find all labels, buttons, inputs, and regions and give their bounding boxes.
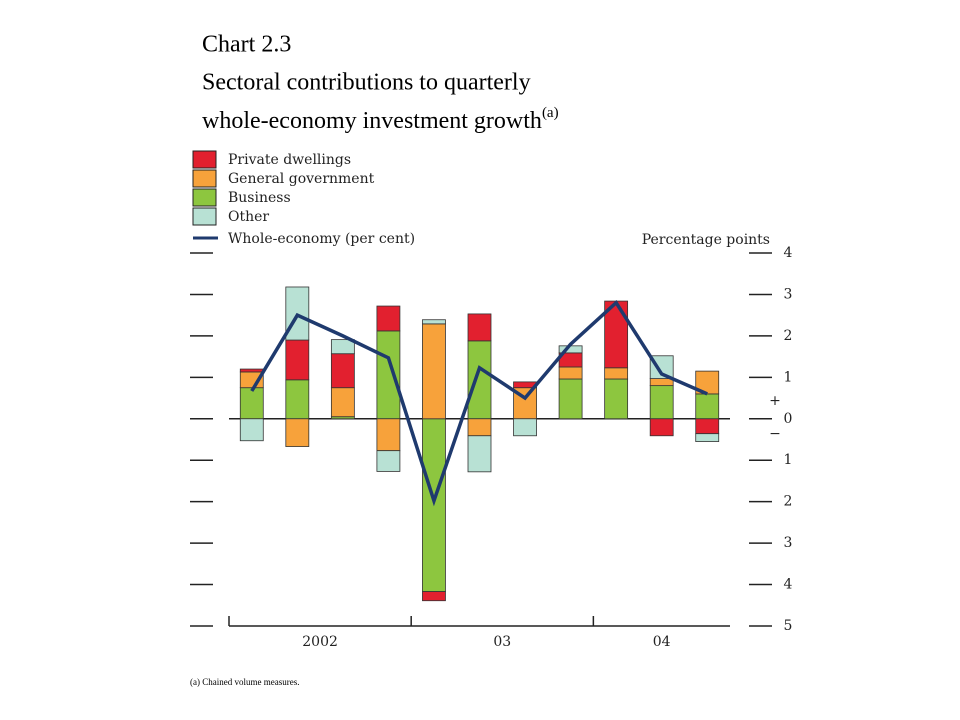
legend-label: Private dwellings <box>228 152 351 168</box>
bar-segment <box>330 339 355 355</box>
bar-segment <box>695 418 720 435</box>
bar-segment <box>376 305 401 332</box>
chart-title: Chart 2.3 <box>202 32 291 58</box>
bar-segment <box>239 368 264 373</box>
legend-swatch <box>192 150 217 169</box>
legend-swatch <box>192 169 217 188</box>
y-tick-label: 1 <box>784 369 793 385</box>
bar-segment <box>649 385 674 420</box>
x-group-label: 2002 <box>302 634 338 650</box>
title-note: (a) <box>542 105 559 121</box>
x-group-label: 03 <box>493 634 511 650</box>
y-axis-label: Percentage points <box>642 232 770 248</box>
chart-subtitle: whole-economy investment growth(a) <box>202 105 559 133</box>
bar-segment <box>558 366 583 380</box>
y-tick-label: 0 <box>784 411 793 427</box>
bar-segment <box>649 355 674 379</box>
legend-label: Whole-economy (per cent) <box>228 231 415 247</box>
bar-segment <box>330 353 355 389</box>
legend-swatch <box>192 207 217 226</box>
y-tick-label: 1 <box>784 452 793 468</box>
bar-segment <box>467 313 492 342</box>
bar-segment <box>330 387 355 418</box>
legend-label: General government <box>228 171 375 187</box>
bar-segment <box>422 319 446 325</box>
bar-segment <box>649 378 674 387</box>
legend-label: Business <box>228 190 291 206</box>
bar-segment <box>239 418 264 442</box>
bar-segment <box>467 418 492 437</box>
y-tick-label: 2 <box>784 494 793 510</box>
bar-segment <box>376 450 401 472</box>
subtitle-text: whole-economy investment growth <box>202 108 542 134</box>
bar-segment <box>285 379 310 420</box>
sign-label: + <box>769 393 781 409</box>
bar-segment <box>422 323 446 420</box>
bar-segment <box>558 378 583 420</box>
bar-segment <box>285 418 310 447</box>
bar-segment <box>285 339 310 381</box>
bar-segment <box>695 433 720 442</box>
y-tick-label: 3 <box>784 286 793 302</box>
bar-segment <box>695 393 720 420</box>
legend-label: Other <box>228 209 269 225</box>
bar-segment <box>376 330 401 420</box>
y-tick-label: 4 <box>784 245 793 261</box>
footnote: (a) Chained volume measures. <box>190 677 299 687</box>
sign-label: − <box>769 426 781 442</box>
bar-segment <box>604 367 629 380</box>
bar-segment <box>513 418 537 437</box>
bar-segment <box>649 418 674 437</box>
y-tick-label: 5 <box>784 618 793 634</box>
bar-segment <box>376 418 401 452</box>
bar-segment <box>467 340 492 420</box>
bar-segment <box>239 387 264 420</box>
bar-segment <box>467 435 492 473</box>
y-tick-label: 3 <box>784 535 793 551</box>
x-group-label: 04 <box>653 634 671 650</box>
y-tick-label: 4 <box>784 577 793 593</box>
bar-segment <box>604 378 629 420</box>
line-series <box>250 300 708 507</box>
y-tick-label: 2 <box>784 328 793 344</box>
bar-segment <box>422 591 446 602</box>
legend-swatch <box>192 188 217 207</box>
chart-subtitle: Sectoral contributions to quarterly <box>202 70 531 96</box>
